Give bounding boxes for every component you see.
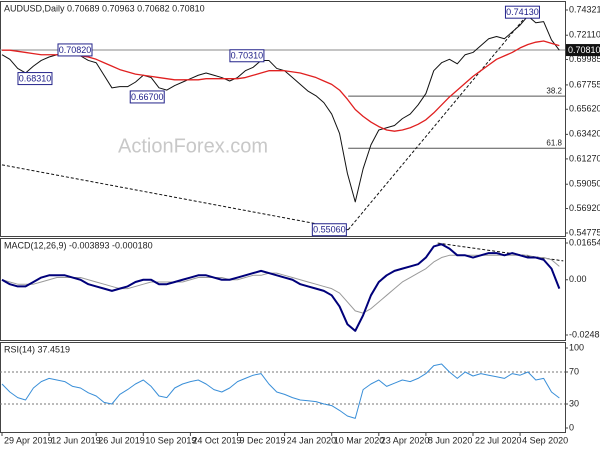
annotation-box xyxy=(57,43,93,57)
panel-title: AUDUSD,Daily 0.70689 0.70963 0.70682 0.7… xyxy=(4,3,205,13)
annotation-label: 0.66700 xyxy=(131,92,164,102)
annotation-box xyxy=(229,49,265,63)
panel-title: MACD(12,26,9) -0.003893 -0.000180 xyxy=(4,240,153,250)
y-tick-label: 0.01654 xyxy=(569,237,600,247)
y-tick-label: 0.72110 xyxy=(569,30,600,40)
annotation: 0.55060 xyxy=(311,223,347,237)
annotation-box xyxy=(17,72,53,86)
last-price-label: 0.70810 xyxy=(568,45,600,55)
annotation: 0.70820 xyxy=(57,43,93,57)
trendline xyxy=(347,11,530,231)
x-tick-label: 12 Jun 2019 xyxy=(51,435,101,445)
x-tick-label: 22 Jul 2020 xyxy=(475,435,522,445)
x-tick-label: 9 Dec 2019 xyxy=(240,435,286,445)
panel-frame xyxy=(0,342,566,433)
annotation-label: 0.70820 xyxy=(59,45,92,55)
y-tick-label: 0 xyxy=(569,422,574,432)
x-tick-label: 24 Jan 2020 xyxy=(287,435,337,445)
y-tick-label: 0.67755 xyxy=(569,79,600,89)
annotation: 0.70310 xyxy=(229,49,265,63)
series-line xyxy=(1,243,561,332)
annotation-box xyxy=(504,5,540,19)
x-tick-label: 29 Apr 2019 xyxy=(4,435,53,445)
x-tick-label: 24 Oct 2019 xyxy=(192,435,241,445)
fib-label: 38.2 xyxy=(546,86,562,95)
y-tick-label: 30 xyxy=(569,398,579,408)
annotation-box xyxy=(129,90,165,104)
annotation-label: 0.70310 xyxy=(231,51,264,61)
series-line xyxy=(1,363,560,419)
panel-frame xyxy=(0,1,566,237)
y-tick-label: 0.61270 xyxy=(569,153,600,163)
annotation: 0.66700 xyxy=(129,90,165,104)
annotation-box xyxy=(311,223,347,237)
y-tick-label: 0.56920 xyxy=(569,203,600,213)
x-tick-label: 10 Mar 2020 xyxy=(334,435,385,445)
annotation: 0.68310 xyxy=(17,72,53,86)
last-price-box xyxy=(566,44,600,57)
annotation: 0.74130 xyxy=(504,5,540,19)
panel-title: RSI(14) 37.4519 xyxy=(4,344,70,354)
y-tick-label: 100 xyxy=(569,342,584,352)
x-tick-label: 26 Jul 2019 xyxy=(98,435,145,445)
y-tick-label: 0.69985 xyxy=(569,54,600,64)
y-tick-label: 70 xyxy=(569,366,579,376)
x-tick-label: 23 Apr 2020 xyxy=(381,435,430,445)
x-tick-label: 8 Jun 2020 xyxy=(428,435,473,445)
y-tick-label: 0.63420 xyxy=(569,129,600,139)
panel-frame xyxy=(0,238,566,341)
fib-label: 61.8 xyxy=(546,138,562,147)
x-tick-label: 10 Sep 2019 xyxy=(145,435,196,445)
series-line xyxy=(2,40,560,132)
annotation-label: 0.74130 xyxy=(506,7,539,17)
y-tick-label: 0.74321 xyxy=(569,4,600,14)
trendline xyxy=(1,164,349,231)
y-tick-label: 0.65620 xyxy=(569,104,600,114)
y-tick-label: -0.02486 xyxy=(569,329,600,339)
annotation-label: 0.55060 xyxy=(313,225,346,235)
watermark: ActionForex.com xyxy=(118,135,268,157)
series-line xyxy=(1,15,560,203)
x-tick-label: 4 Sep 2020 xyxy=(522,435,568,445)
y-tick-label: 0.00 xyxy=(569,274,587,284)
last-price: 0.70810 xyxy=(566,44,600,57)
y-tick-label: 0.54775 xyxy=(569,227,600,237)
y-tick-label: 0.59050 xyxy=(569,179,600,189)
annotation-label: 0.68310 xyxy=(19,73,52,83)
